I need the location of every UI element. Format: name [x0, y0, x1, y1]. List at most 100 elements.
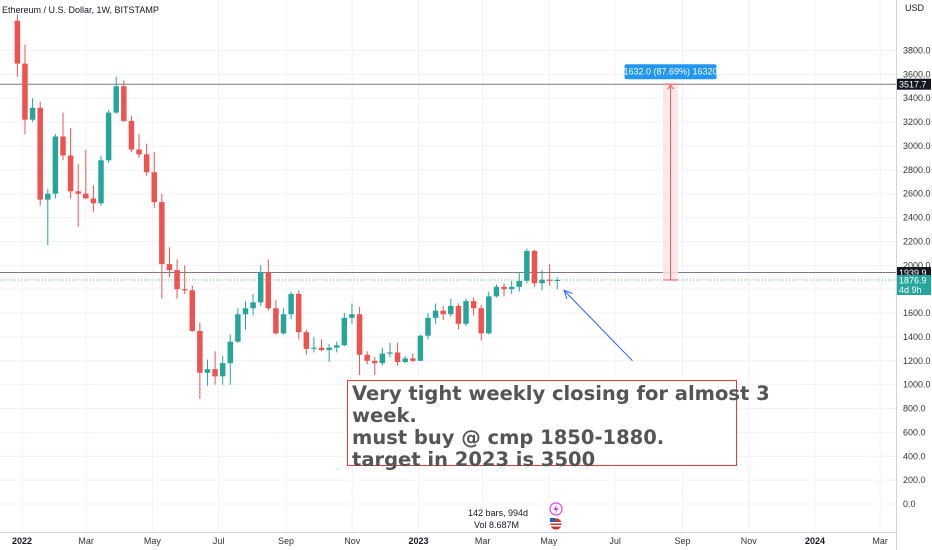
candle-body: [387, 352, 393, 354]
countdown-label: 4d 9h: [899, 285, 922, 295]
candle-body: [425, 317, 431, 336]
candle: [174, 259, 180, 299]
candle-body: [204, 369, 211, 373]
candle-body: [67, 155, 74, 192]
candle: [478, 304, 484, 341]
candle: [265, 259, 272, 311]
current-price-label: 1876.9: [899, 276, 927, 286]
candle: [493, 284, 500, 298]
candle-body: [372, 360, 378, 364]
candle: [52, 134, 59, 199]
candle-body: [136, 149, 142, 155]
chart-title: Ethereum / U.S. Dollar, 1W, BITSTAMP: [2, 5, 159, 15]
note-line: Very tight weekly closing for almost 3: [352, 382, 770, 405]
arrowhead: [563, 289, 573, 300]
us-flag-canton: [550, 518, 555, 522]
y-tick-label: 3000.0: [903, 141, 931, 151]
candle: [394, 342, 401, 366]
candle-body: [394, 352, 401, 362]
candle: [242, 301, 249, 330]
candle-body: [113, 86, 119, 113]
candle: [295, 290, 302, 340]
arrow-annotation[interactable]: [563, 289, 633, 362]
candle-body: [90, 198, 97, 204]
candles: [14, 14, 560, 399]
candle-body: [14, 20, 21, 64]
candle-body: [288, 293, 294, 315]
y-tick-label: 400.0: [903, 451, 926, 461]
candle: [197, 322, 203, 399]
volume-label: Vol 8.687M: [474, 520, 519, 530]
candle: [280, 308, 287, 335]
y-tick-label: 800.0: [903, 404, 926, 414]
candle: [417, 334, 424, 361]
candle: [334, 341, 340, 353]
candle-body: [212, 369, 218, 377]
note-line: target in 2023 is 3500: [352, 448, 596, 471]
candle-body: [189, 290, 196, 331]
y-tick-label: 2600.0: [903, 189, 931, 199]
note-box[interactable]: Very tight weekly closing for almost 3 w…: [347, 380, 770, 471]
candle: [349, 303, 355, 324]
candle-body: [311, 347, 317, 349]
candle-body: [493, 286, 500, 297]
candle: [356, 307, 363, 376]
candle: [463, 298, 469, 327]
x-tick-label: May: [540, 536, 558, 546]
horizontal-levels: [0, 83, 896, 281]
candle-body: [478, 308, 484, 334]
candle-body: [250, 302, 256, 309]
measure-label: 1632.0 (87.69%) 16320: [623, 67, 717, 77]
candle-body: [524, 250, 530, 281]
candle-body: [52, 136, 59, 194]
x-tick-label: Nov: [344, 536, 361, 546]
candle-body: [448, 305, 454, 315]
candle-body: [265, 272, 272, 309]
candle: [326, 344, 332, 362]
candle-body: [318, 347, 325, 351]
price-range-measure[interactable]: 1632.0 (87.69%) 16320: [623, 64, 718, 281]
candle: [539, 270, 545, 291]
bars-info: 142 bars, 994d Vol 8.687M: [468, 502, 563, 531]
candle-body: [417, 335, 424, 361]
y-axis[interactable]: 3800.0 3600.0 3400.0 3200.0 3000.0 2800.0 2600…: [896, 0, 932, 550]
candle-body: [546, 279, 553, 281]
candle: [379, 347, 386, 366]
candle-body: [159, 202, 165, 265]
candle-body: [83, 193, 89, 199]
note-line: must buy @ cmp 1850-1880.: [352, 426, 665, 449]
candle-body: [463, 301, 469, 324]
bars-count: 142 bars, 994d: [468, 508, 528, 518]
candle-body: [151, 172, 157, 203]
candle-body: [539, 279, 545, 284]
measure-label-bg: [624, 64, 717, 80]
candle: [67, 128, 74, 199]
y-tick-label: 1200.0: [903, 356, 931, 366]
x-axis[interactable]: 2022 Mar May Jul Sep Nov 2023 Mar May Jul Sep Nov 20…: [0, 532, 896, 547]
candle-body: [486, 296, 492, 334]
candle-body: [516, 280, 522, 287]
us-flag-stripe: [550, 525, 562, 527]
candle: [372, 357, 378, 376]
candle: [60, 112, 66, 161]
arrow-line: [563, 290, 633, 362]
candle: [524, 248, 530, 284]
candle-body: [326, 347, 332, 351]
candle: [166, 247, 173, 278]
candle: [402, 356, 408, 364]
candle: [303, 329, 310, 355]
candle: [364, 351, 370, 365]
candle-body: [501, 286, 507, 290]
x-tick-label: Jul: [609, 536, 621, 546]
candle: [311, 336, 317, 353]
candle: [288, 291, 294, 320]
candle-body: [273, 308, 279, 334]
y-tick-label: 1400.0: [903, 332, 931, 342]
candle-body: [37, 107, 43, 200]
candle-body: [143, 154, 150, 173]
candle: [143, 143, 150, 176]
candle-body: [432, 310, 439, 318]
candle: [151, 151, 157, 209]
candle: [204, 359, 211, 386]
